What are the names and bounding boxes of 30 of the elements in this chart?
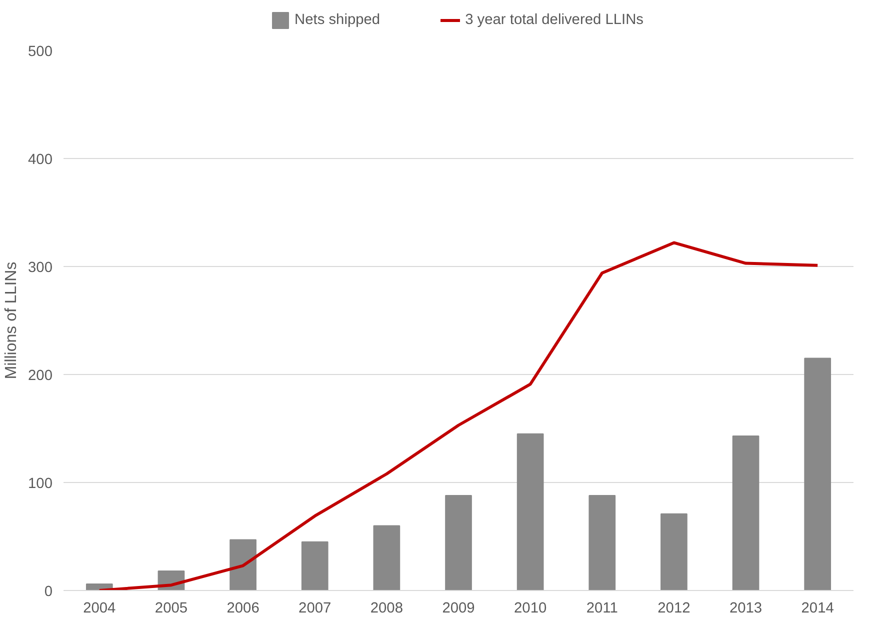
- line-series: [98, 241, 820, 590]
- x-tick-label: 2010: [514, 600, 547, 616]
- bar: [301, 541, 328, 590]
- x-tick-label: 2006: [226, 600, 260, 616]
- bar: [588, 494, 616, 590]
- bar: [804, 358, 832, 590]
- bar: [660, 513, 688, 590]
- bar: [373, 525, 400, 590]
- y-tick-label: 500: [28, 44, 53, 60]
- x-tick-label: 2005: [154, 600, 188, 616]
- x-tick-label: 2007: [298, 600, 332, 616]
- legend-label: Nets shipped: [294, 12, 380, 28]
- legend-label: 3 year total delivered LLINs: [465, 12, 644, 28]
- x-tick-label: 2011: [586, 600, 618, 616]
- x-tick-label: 2009: [442, 600, 475, 616]
- x-tick-label: 2014: [801, 600, 834, 616]
- y-tick-label: 400: [28, 152, 53, 168]
- y-tick-label: 200: [28, 368, 53, 384]
- y-tick-label: 300: [28, 260, 53, 276]
- bar: [445, 494, 472, 590]
- x-tick-label: 2008: [370, 600, 403, 616]
- bar: [230, 539, 256, 590]
- y-tick-label: 0: [44, 584, 53, 600]
- bar: [516, 433, 544, 590]
- x-tick-label: 2013: [729, 600, 762, 616]
- bar: [732, 436, 760, 590]
- x-tick-label: 2012: [658, 600, 690, 616]
- y-tick-label: 100: [28, 476, 53, 492]
- x-tick-label: 2004: [83, 600, 116, 616]
- y-axis-title: Millions of LLINs: [3, 262, 20, 380]
